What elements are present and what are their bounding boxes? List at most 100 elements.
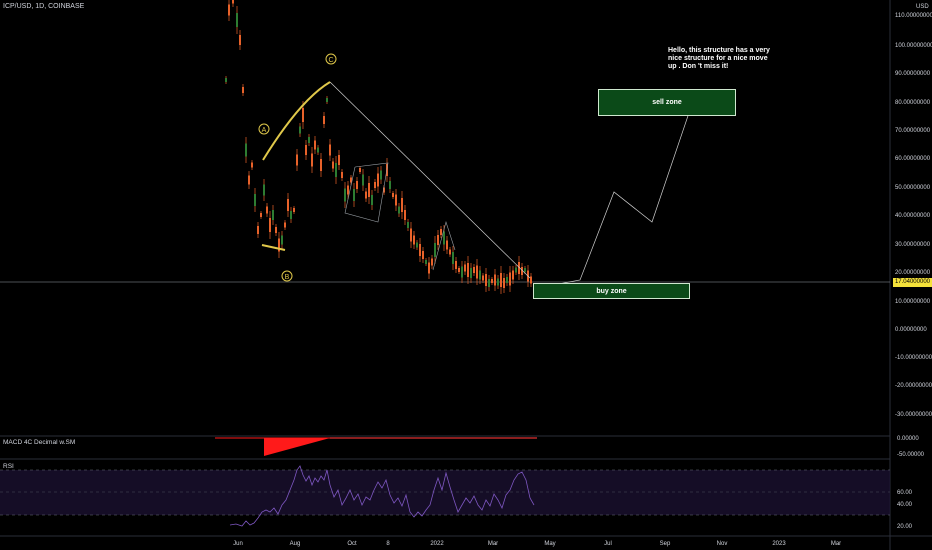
wave-b-line[interactable] — [261, 244, 286, 251]
candle-body — [485, 274, 487, 286]
time-axis-label: Sep — [660, 541, 671, 547]
sell-zone-label: sell zone — [652, 99, 682, 106]
candle-body — [326, 98, 328, 102]
downtrend-line[interactable] — [329, 81, 531, 279]
candle-body — [353, 189, 355, 201]
wave-a-to-c-curve[interactable] — [262, 81, 331, 161]
candle-body — [404, 210, 406, 220]
candle-body — [407, 222, 409, 228]
macd-negative-histogram — [264, 438, 330, 456]
candle-body — [329, 144, 331, 156]
time-axis-label: Jul — [604, 541, 612, 547]
wave-label-a[interactable]: A — [258, 123, 270, 135]
candle-body — [530, 276, 532, 284]
time-axis[interactable]: Jun Aug Oct 8 2022 Mar May Jul Sep Nov 2023 Mar — [233, 541, 841, 547]
price-axis[interactable]: 110.00000000 100.00000000 90.00000000 80.00… — [895, 13, 932, 418]
buy-zone-label: buy zone — [596, 287, 627, 295]
wave-label-b[interactable]: B — [281, 270, 293, 282]
candle-body — [515, 267, 517, 273]
wedge-pattern[interactable] — [344, 162, 389, 223]
triangle-pattern[interactable] — [432, 220, 456, 271]
candle-body — [419, 244, 421, 256]
candle-body — [458, 268, 460, 272]
candle-body — [467, 263, 469, 277]
candle-body — [368, 183, 370, 197]
candle-body — [293, 208, 295, 212]
candle-body — [521, 267, 523, 275]
candle-body — [362, 174, 364, 186]
wave-label-c[interactable]: C — [325, 53, 337, 65]
candle-body — [228, 4, 230, 16]
candle-body — [269, 218, 271, 232]
projection-path[interactable] — [547, 103, 693, 287]
candle-body — [236, 13, 238, 27]
symbol-title[interactable]: ICP/USD, 1D, COINBASE — [3, 3, 85, 10]
macd-axis-label: 0.00000 — [897, 436, 919, 442]
candle-body — [257, 226, 259, 234]
candle-body — [500, 273, 502, 287]
sell-zone-box[interactable]: sell zone — [598, 89, 736, 116]
time-axis-label: 2022 — [430, 541, 444, 547]
time-axis-label: May — [544, 541, 555, 547]
currency-label: USD — [916, 4, 929, 10]
candle-body — [260, 213, 262, 217]
time-axis-label: Aug — [290, 541, 301, 547]
candle-body — [335, 163, 337, 177]
candle-body — [232, 0, 234, 4]
candle-body — [308, 137, 310, 143]
candle-body — [323, 116, 325, 124]
analysis-note[interactable]: Hello, this structure has a very nice st… — [668, 47, 770, 70]
candle-body — [524, 268, 526, 272]
price-axis-label: 0.00000000 — [895, 327, 927, 333]
price-axis-label: 20.00000000 — [895, 270, 931, 276]
candle-body — [225, 78, 227, 82]
time-axis-label: 8 — [386, 541, 390, 547]
candle-body — [290, 211, 292, 219]
candle-body — [344, 188, 346, 202]
price-axis-label: -30.00000000 — [895, 412, 932, 418]
rsi-panel-title[interactable]: RSI — [3, 463, 14, 470]
candle-body — [251, 162, 253, 168]
candle-body — [506, 277, 508, 283]
current-price-tag: 17.04000000 — [893, 278, 932, 287]
candle-body — [416, 242, 418, 248]
macd-tail-histogram — [330, 437, 537, 439]
candle-body — [509, 272, 511, 286]
candle-body — [395, 194, 397, 206]
candle-body — [278, 238, 280, 252]
candle-body — [443, 231, 445, 245]
rsi-line[interactable] — [229, 465, 535, 527]
price-candles[interactable] — [225, 0, 532, 294]
candle-body — [512, 270, 514, 280]
candle-body — [440, 229, 442, 235]
macd-histogram[interactable] — [215, 437, 537, 456]
candle-body — [503, 278, 505, 288]
time-axis-label: Nov — [717, 541, 728, 547]
candle-body — [356, 181, 358, 189]
candle-body — [320, 159, 322, 171]
candle-body — [350, 177, 352, 183]
candle-body — [377, 173, 379, 187]
price-axis-label: 110.00000000 — [895, 13, 932, 19]
macd-panel-title[interactable]: MACD 4C Decimal w.SM — [3, 439, 76, 446]
candle-body — [245, 143, 247, 157]
candle-body — [446, 240, 448, 250]
candle-body — [455, 261, 457, 269]
time-axis-label: Mar — [831, 541, 841, 547]
price-axis-label: 100.00000000 — [895, 43, 932, 49]
candle-body — [431, 258, 433, 266]
candle-body — [332, 161, 334, 169]
candle-body — [494, 274, 496, 286]
candle-body — [314, 140, 316, 150]
candle-body — [302, 108, 304, 122]
price-axis-label: 40.00000000 — [895, 213, 931, 219]
candle-body — [254, 194, 256, 206]
svg-text:A: A — [262, 127, 267, 134]
candle-body — [338, 155, 340, 165]
buy-zone-box[interactable]: buy zone — [533, 283, 690, 299]
price-axis-label: -10.00000000 — [895, 355, 932, 361]
candle-body — [422, 251, 424, 259]
candle-body — [473, 267, 475, 273]
price-axis-label: 10.00000000 — [895, 299, 931, 305]
